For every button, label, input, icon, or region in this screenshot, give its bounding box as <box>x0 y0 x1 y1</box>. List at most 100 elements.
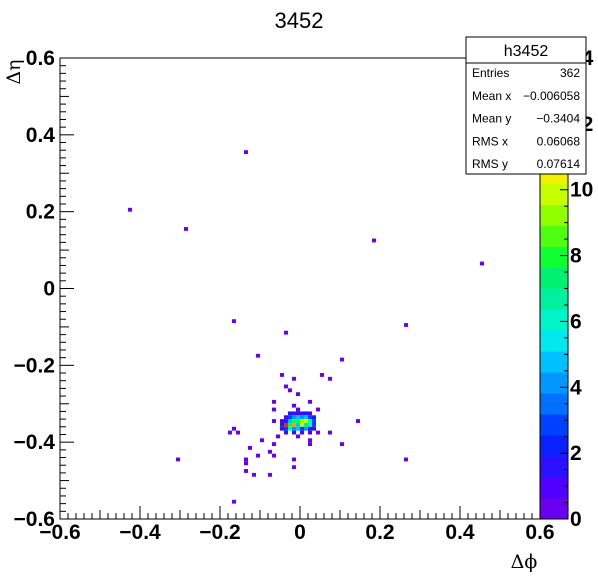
y-tick-label: −0.4 <box>14 431 56 454</box>
heatmap-bin <box>272 399 276 404</box>
palette-segment <box>540 267 568 289</box>
stats-row-label: RMS y <box>472 157 508 171</box>
heatmap-bin <box>280 422 284 427</box>
heatmap-bin <box>280 426 284 431</box>
y-axis: −0.6 −0.4 −0.2 0 0.2 0.4 0.6 <box>14 47 74 531</box>
heatmap-bin <box>312 419 316 423</box>
palette-segment <box>540 498 568 520</box>
heatmap-bin <box>244 457 248 462</box>
heatmap-bins <box>128 150 484 504</box>
heatmap-bin <box>276 434 280 439</box>
heatmap-bin <box>284 422 288 427</box>
heatmap-bin <box>292 403 296 408</box>
heatmap-bin <box>292 376 296 381</box>
heatmap-bin <box>308 411 312 416</box>
heatmap-bin <box>316 430 320 435</box>
heatmap-bin <box>404 457 408 462</box>
palette-segment <box>540 309 568 331</box>
heatmap-bin <box>404 323 408 327</box>
heatmap-bin <box>300 419 304 423</box>
heatmap-bin <box>288 426 292 431</box>
heatmap-bin <box>232 319 236 324</box>
heatmap-bin <box>296 407 300 412</box>
stats-row-label: Entries <box>472 66 509 80</box>
heatmap-bin <box>300 415 304 420</box>
heatmap-bin <box>272 453 276 458</box>
z-tick-label: 6 <box>570 310 582 333</box>
x-axis: −0.6 −0.4 −0.2 0 0.2 0.4 0.6 <box>39 506 555 544</box>
heatmap-bin <box>280 373 284 377</box>
heatmap-bin <box>328 430 332 435</box>
heatmap-bin <box>356 419 360 423</box>
palette-segment <box>540 183 568 205</box>
heatmap-bin <box>340 442 344 447</box>
heatmap-bin <box>288 419 292 423</box>
heatmap-bin <box>308 430 312 435</box>
heatmap-bin <box>300 426 304 431</box>
heatmap-bin <box>308 419 312 423</box>
heatmap-bin <box>284 419 288 423</box>
z-tick-label: 10 <box>570 179 593 202</box>
stats-row-value: 0.07614 <box>537 157 581 171</box>
x-tick-label: −0.6 <box>39 521 80 544</box>
heatmap-bin <box>296 392 300 397</box>
heatmap-bin <box>296 422 300 427</box>
stats-row-value: 362 <box>560 66 580 80</box>
heatmap-bin <box>292 457 296 462</box>
heatmap-bin <box>256 353 260 358</box>
y-tick-label: −0.2 <box>14 354 55 377</box>
heatmap-bin <box>308 399 312 404</box>
heatmap-bin <box>296 415 300 420</box>
heatmap-bin <box>284 330 288 335</box>
heatmap-bin <box>272 442 276 447</box>
heatmap-bin <box>372 238 376 243</box>
palette-segment <box>540 414 568 436</box>
heatmap-bin <box>292 415 296 420</box>
heatmap-bin <box>236 430 240 435</box>
heatmap-bin <box>296 426 300 431</box>
heatmap-bin <box>312 422 316 427</box>
heatmap-bin <box>268 449 272 454</box>
heatmap-bin <box>316 407 320 412</box>
heatmap-bin <box>292 465 296 470</box>
heatmap-bin <box>308 426 312 431</box>
z-tick-label: 4 <box>570 376 582 399</box>
heatmap-bin <box>296 411 300 416</box>
heatmap-bin <box>288 415 292 420</box>
palette-segment <box>540 288 568 310</box>
palette-segment <box>540 393 568 415</box>
x-tick-label: 0 <box>294 521 306 544</box>
heatmap-bin <box>252 472 256 477</box>
heatmap-bin <box>304 419 308 423</box>
heatmap-bin <box>272 419 276 423</box>
palette-segment <box>540 225 568 247</box>
stats-rows: Entries 362 Mean x −0.006058 Mean y −0.3404 RM… <box>472 66 580 171</box>
stats-box-frame <box>465 36 587 175</box>
y-axis-label: Δη <box>3 59 25 84</box>
heatmap-bin <box>280 419 284 423</box>
palette-segment <box>540 204 568 226</box>
stats-row-value: −0.3404 <box>536 112 580 126</box>
heatmap-bin <box>228 430 232 435</box>
heatmap-bin <box>284 430 288 435</box>
stats-row-value: −0.006058 <box>523 89 580 103</box>
stats-row-label: Mean x <box>472 89 511 103</box>
palette-segment <box>540 351 568 373</box>
heatmap-bin <box>304 426 308 431</box>
heatmap-bin <box>480 261 484 266</box>
heatmap-bin <box>312 426 316 431</box>
heatmap-bin <box>284 415 288 420</box>
heatmap-bin <box>244 150 248 155</box>
heatmap-bin <box>268 472 272 477</box>
heatmap-bin <box>296 419 300 423</box>
palette-segment <box>540 330 568 352</box>
palette-segment <box>540 456 568 478</box>
heatmap-bin <box>284 426 288 431</box>
stats-row-label: Mean y <box>472 112 511 126</box>
z-tick-label: 2 <box>570 442 582 465</box>
heatmap-bin <box>308 442 312 447</box>
heatmap-bin <box>288 388 292 393</box>
heatmap-bin <box>300 422 304 427</box>
z-tick-label: 0 <box>570 508 582 531</box>
